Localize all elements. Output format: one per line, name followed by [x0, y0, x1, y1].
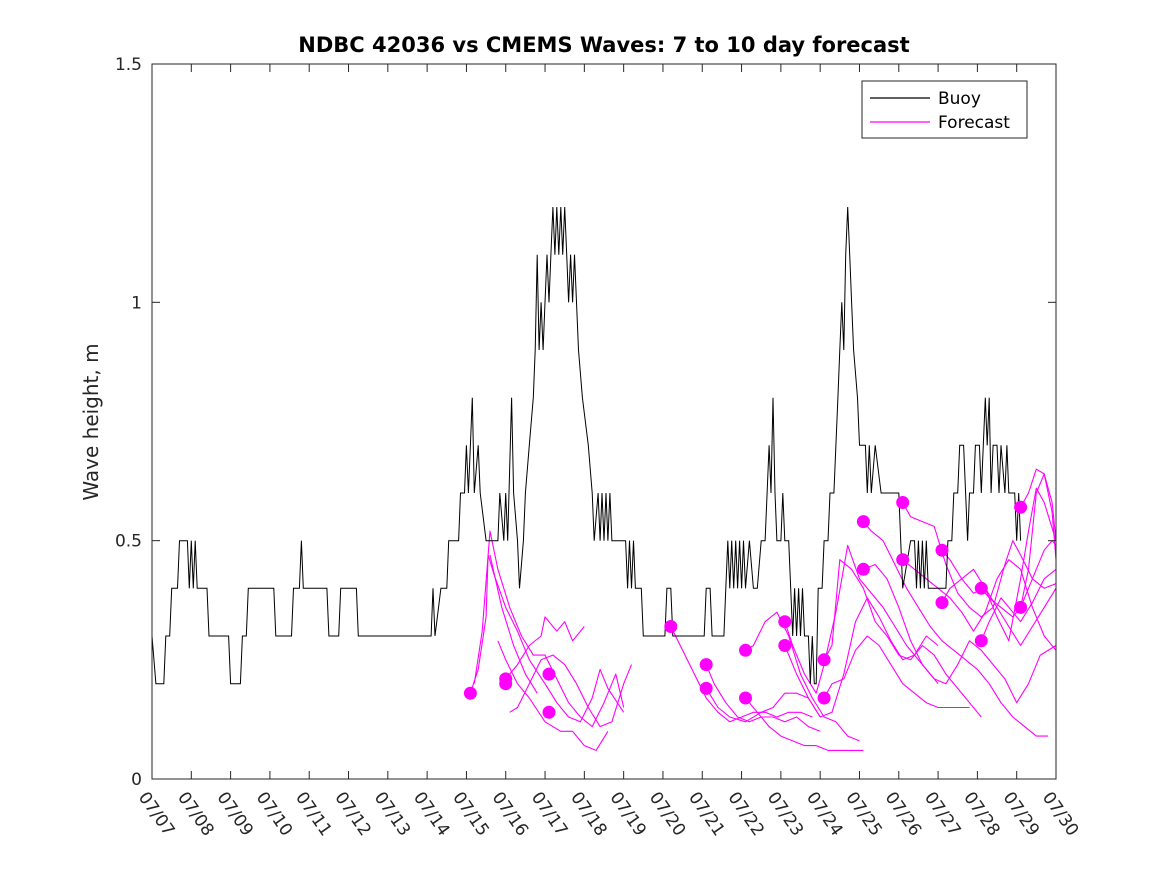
- forecast-run-line: [473, 530, 625, 728]
- forecast-start-marker: [778, 639, 792, 652]
- forecast-run-line: [823, 559, 982, 718]
- forecast-run-line: [745, 697, 864, 751]
- forecast-start-marker: [896, 496, 910, 509]
- data-layer: [151, 206, 1057, 751]
- forecast-run-line: [784, 544, 939, 694]
- forecast-start-marker: [974, 634, 988, 648]
- plot-area: [152, 64, 1056, 779]
- y-tick-label: 1: [131, 293, 142, 313]
- y-axis-label: Wave height, m: [79, 343, 103, 500]
- forecast-run-line: [941, 549, 1057, 647]
- forecast-start-marker: [1014, 600, 1028, 614]
- forecast-run-line: [980, 568, 1057, 642]
- y-tick-label: 0.5: [115, 532, 142, 552]
- forecast-start-marker: [817, 653, 831, 667]
- legend-forecast-label: Forecast: [938, 113, 1010, 133]
- forecast-run-line: [863, 563, 1057, 704]
- forecast-start-marker: [778, 615, 792, 629]
- forecast-start-marker: [1014, 500, 1028, 514]
- forecast-start-marker: [896, 553, 910, 567]
- forecast-start-marker: [499, 677, 513, 691]
- forecast-run-line: [497, 640, 609, 751]
- forecast-start-marker: [739, 643, 752, 657]
- forecast-start-marker: [935, 596, 949, 610]
- forecast-run-line: [1020, 540, 1057, 608]
- forecast-run-line: [509, 654, 633, 728]
- forecast-start-marker: [817, 691, 831, 705]
- forecast-start-marker: [856, 562, 870, 576]
- forecast-start-marker: [542, 667, 556, 681]
- buoy-line: [151, 206, 1022, 685]
- y-tick-label: 0: [131, 770, 142, 790]
- y-tick-label: 1.5: [115, 55, 142, 75]
- forecast-start-marker: [463, 686, 477, 700]
- forecast-run-line: [1020, 468, 1057, 541]
- forecast-run-line: [670, 626, 813, 723]
- forecast-start-marker: [664, 620, 678, 633]
- legend-box: [861, 80, 1028, 139]
- forecast-start-marker: [974, 581, 988, 595]
- forecast-start-marker: [699, 658, 713, 672]
- forecast-run-line: [705, 688, 821, 723]
- forecast-start-marker: [542, 705, 556, 719]
- chart-title: NDBC 42036 vs CMEMS Waves: 7 to 10 day f…: [298, 33, 909, 57]
- forecast-run-line: [469, 554, 625, 723]
- forecast-start-marker: [935, 543, 949, 557]
- forecast-run-line: [862, 521, 1049, 737]
- plot-frame: [151, 63, 1057, 780]
- legend: Buoy Forecast: [861, 80, 1028, 139]
- forecast-run-line: [489, 554, 538, 694]
- forecast-run-line: [823, 635, 970, 709]
- forecast-start-marker: [739, 691, 752, 705]
- forecast-run-line: [784, 597, 939, 718]
- forecast-run-line: [980, 473, 1057, 618]
- forecast-start-marker: [699, 681, 713, 695]
- forecast-run-line: [509, 616, 585, 675]
- forecast-start-marker: [856, 515, 870, 529]
- legend-buoy-label: Buoy: [938, 89, 981, 109]
- forecast-run-line: [745, 611, 860, 742]
